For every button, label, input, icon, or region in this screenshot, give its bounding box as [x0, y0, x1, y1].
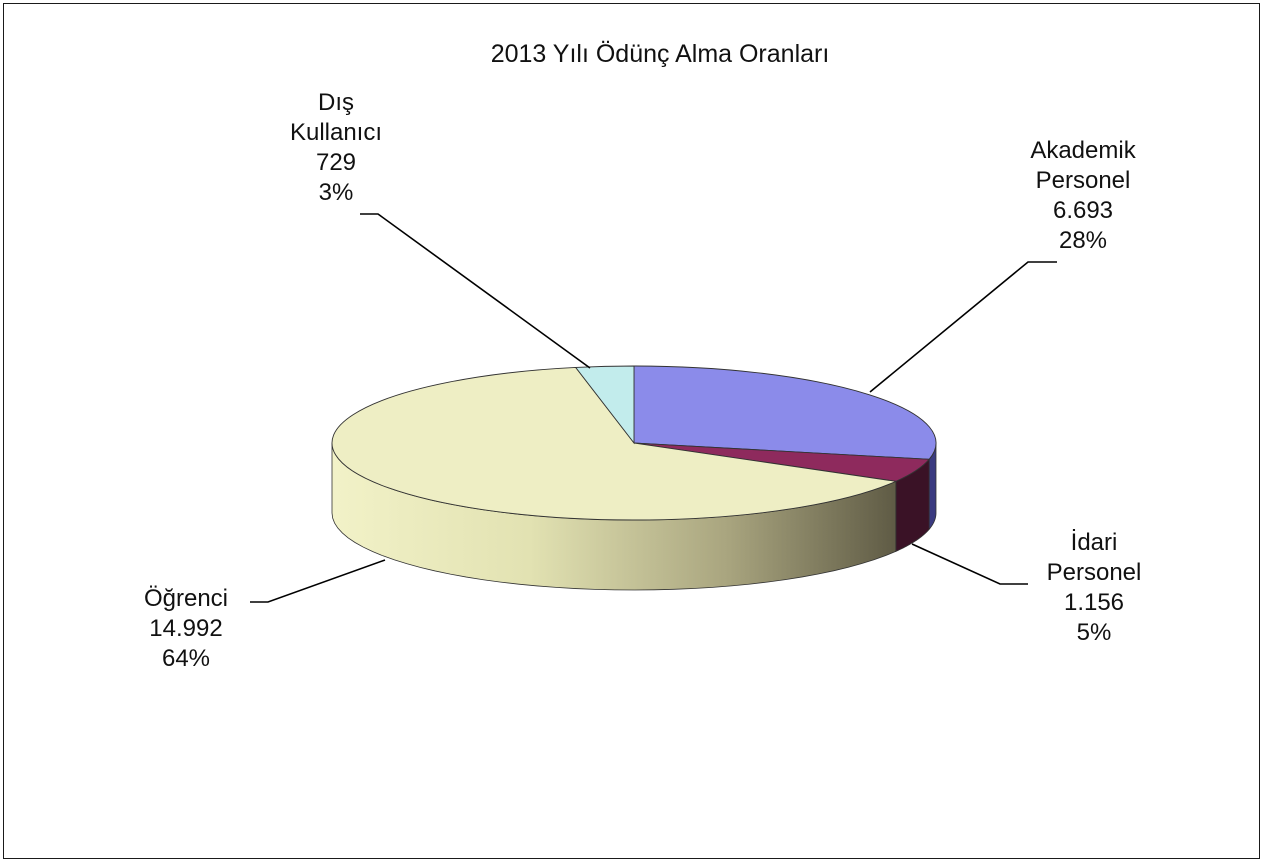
label-name-idari-personel: Personel [1047, 559, 1142, 586]
label-name-dis-kullanici: Kullanıcı [290, 119, 382, 146]
data-label-dis-kullanici: Dış Kullanıcı 729 3% [290, 89, 382, 206]
pie-slice-ogrenci [331, 366, 898, 521]
pie-slice-dis-kullanici [574, 365, 635, 445]
label-name-dis-kullanici: Dış [318, 89, 354, 116]
data-label-ogrenci: Öğrenci 14.992 64% [144, 585, 228, 672]
data-label-idari-personel: İdari Personel 1.156 5% [1047, 529, 1142, 646]
labels-layer: Akademik Personel 6.693 28% İdari Personel 1.1… [144, 89, 1141, 672]
slices-layer [331, 365, 937, 591]
label-name-akademik-personel: Akademik [1030, 137, 1136, 164]
label-value-dis-kullanici: 729 [316, 149, 356, 176]
pie-slice-akademik-personel [633, 365, 937, 460]
chart-title: 2013 Yılı Ödünç Alma Oranları [491, 40, 830, 68]
label-percent-ogrenci: 64% [162, 645, 210, 672]
label-value-idari-personel: 1.156 [1064, 589, 1124, 616]
leader-line-akademik-personel [869, 261, 1057, 393]
leader-line-dis-kullanici [360, 213, 591, 369]
label-percent-idari-personel: 5% [1077, 619, 1112, 646]
label-name-idari-personel: İdari [1071, 529, 1118, 556]
leader-line-ogrenci [250, 559, 386, 603]
label-name-akademik-personel: Personel [1036, 167, 1131, 194]
label-percent-akademik-personel: 28% [1059, 227, 1107, 254]
data-label-akademik-personel: Akademik Personel 6.693 28% [1030, 137, 1136, 254]
label-value-ogrenci: 14.992 [149, 615, 222, 642]
label-percent-dis-kullanici: 3% [319, 179, 354, 206]
label-value-akademik-personel: 6.693 [1053, 197, 1113, 224]
label-name-ogrenci: Öğrenci [144, 585, 228, 612]
leader-line-idari-personel [911, 543, 1028, 585]
